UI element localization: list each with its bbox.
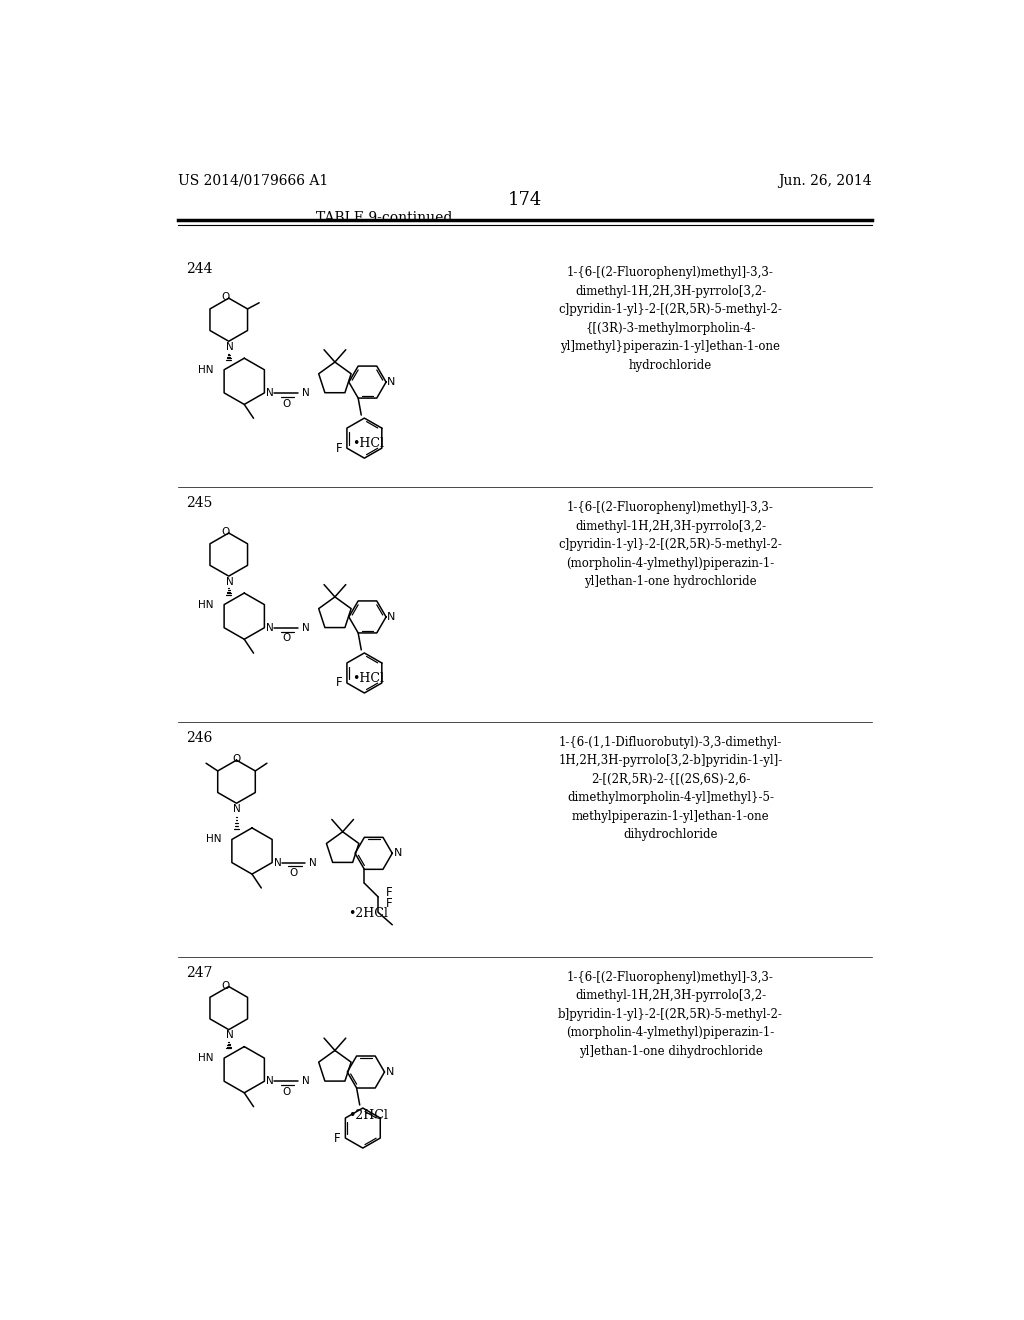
Text: O: O	[221, 981, 229, 991]
Text: 244: 244	[186, 261, 213, 276]
Text: 174: 174	[508, 191, 542, 209]
Text: F: F	[336, 676, 342, 689]
Text: N: N	[302, 623, 309, 632]
Text: N: N	[226, 1030, 234, 1040]
Text: •2HCl: •2HCl	[348, 1109, 388, 1122]
Text: N: N	[232, 804, 241, 813]
Text: N: N	[266, 623, 273, 632]
Text: HN: HN	[206, 834, 221, 845]
Text: O: O	[221, 293, 229, 302]
Text: O: O	[282, 399, 290, 409]
Text: N: N	[266, 388, 273, 397]
Text: US 2014/0179666 A1: US 2014/0179666 A1	[178, 174, 329, 187]
Text: N: N	[226, 342, 234, 351]
Text: 246: 246	[186, 731, 213, 746]
Text: O: O	[282, 1088, 290, 1097]
Text: 1-{6-[(2-Fluorophenyl)methyl]-3,3-
dimethyl-1H,2H,3H-pyrrolo[3,2-
b]pyridin-1-yl: 1-{6-[(2-Fluorophenyl)methyl]-3,3- dimet…	[558, 970, 783, 1057]
Text: O: O	[232, 754, 241, 763]
Text: N: N	[387, 612, 395, 622]
Text: 245: 245	[186, 496, 213, 511]
Text: TABLE 9-continued: TABLE 9-continued	[315, 211, 452, 224]
Text: O: O	[282, 634, 290, 643]
Text: F: F	[334, 1131, 341, 1144]
Text: N: N	[386, 1067, 394, 1077]
Text: N: N	[309, 858, 317, 867]
Text: N: N	[393, 849, 401, 858]
Text: N: N	[387, 378, 395, 387]
Text: O: O	[221, 527, 229, 537]
Text: •HCl: •HCl	[352, 672, 384, 685]
Text: F: F	[336, 442, 342, 454]
Text: •2HCl: •2HCl	[348, 907, 388, 920]
Text: 1-{6-[(2-Fluorophenyl)methyl]-3,3-
dimethyl-1H,2H,3H-pyrrolo[3,2-
c]pyridin-1-yl: 1-{6-[(2-Fluorophenyl)methyl]-3,3- dimet…	[558, 502, 782, 587]
Text: 1-{6-[(2-Fluorophenyl)methyl]-3,3-
dimethyl-1H,2H,3H-pyrrolo[3,2-
c]pyridin-1-yl: 1-{6-[(2-Fluorophenyl)methyl]-3,3- dimet…	[558, 267, 782, 372]
Text: HN: HN	[198, 599, 213, 610]
Text: N: N	[266, 1076, 273, 1086]
Text: F: F	[386, 896, 392, 909]
Text: 1-{6-(1,1-Difluorobutyl)-3,3-dimethyl-
1H,2H,3H-pyrrolo[3,2-b]pyridin-1-yl]-
2-[: 1-{6-(1,1-Difluorobutyl)-3,3-dimethyl- 1…	[558, 737, 782, 841]
Text: N: N	[273, 858, 282, 867]
Text: HN: HN	[198, 364, 213, 375]
Text: •HCl: •HCl	[352, 437, 384, 450]
Text: HN: HN	[198, 1053, 213, 1063]
Text: 247: 247	[186, 966, 213, 981]
Text: O: O	[290, 869, 298, 878]
Text: N: N	[302, 1076, 309, 1086]
Text: N: N	[302, 388, 309, 397]
Text: Jun. 26, 2014: Jun. 26, 2014	[778, 174, 872, 187]
Text: F: F	[386, 886, 392, 899]
Text: N: N	[226, 577, 234, 586]
